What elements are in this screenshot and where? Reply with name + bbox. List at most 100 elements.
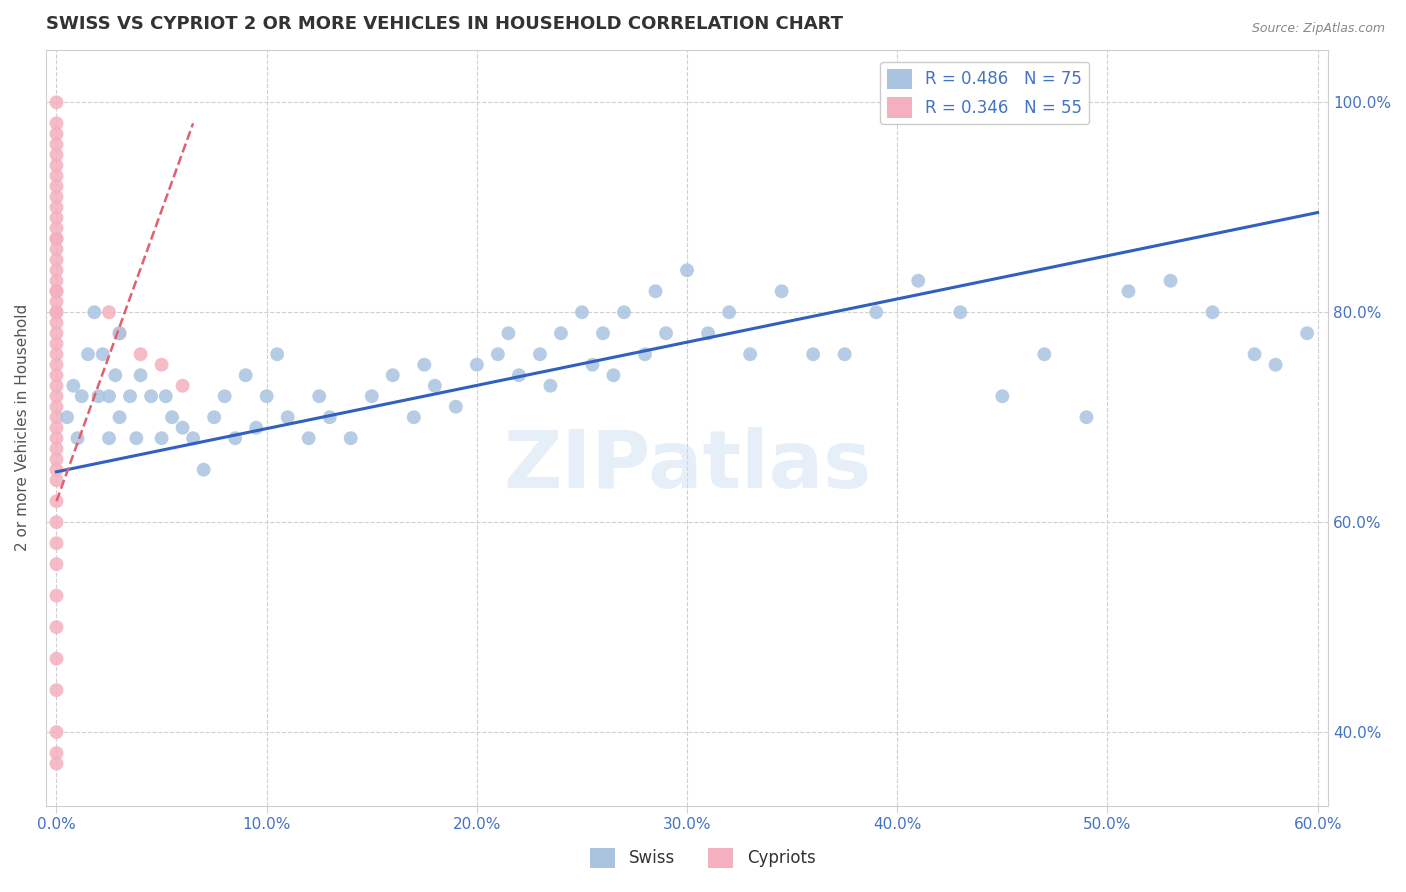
Point xyxy=(45,589,67,603)
Point xyxy=(498,326,520,341)
Legend: R = 0.486   N = 75, R = 0.346   N = 55: R = 0.486 N = 75, R = 0.346 N = 55 xyxy=(880,62,1090,124)
Point xyxy=(108,326,131,341)
Point xyxy=(907,274,929,288)
Point xyxy=(1118,285,1140,299)
Point xyxy=(66,431,89,445)
Point xyxy=(45,285,67,299)
Point xyxy=(172,378,194,392)
Point xyxy=(45,179,67,194)
Point xyxy=(644,285,666,299)
Point xyxy=(740,347,762,361)
Point xyxy=(235,368,257,383)
Text: Source: ZipAtlas.com: Source: ZipAtlas.com xyxy=(1251,22,1385,36)
Point xyxy=(45,148,67,162)
Point xyxy=(834,347,856,361)
Point xyxy=(581,358,603,372)
Point xyxy=(139,389,162,403)
Point xyxy=(202,410,225,425)
Point xyxy=(529,347,551,361)
Point xyxy=(45,452,67,467)
Point xyxy=(277,410,299,425)
Point xyxy=(1201,305,1223,319)
Point xyxy=(45,263,67,277)
Point xyxy=(45,305,67,319)
Point xyxy=(1033,347,1056,361)
Point xyxy=(45,127,67,141)
Point xyxy=(45,494,67,508)
Point xyxy=(45,358,67,372)
Point xyxy=(62,378,84,392)
Point xyxy=(592,326,614,341)
Point xyxy=(45,116,67,130)
Point xyxy=(266,347,288,361)
Point xyxy=(98,305,121,319)
Point xyxy=(45,252,67,267)
Point xyxy=(45,725,67,739)
Point xyxy=(108,326,131,341)
Point xyxy=(45,158,67,172)
Point xyxy=(1243,347,1265,361)
Point xyxy=(155,389,177,403)
Point xyxy=(45,431,67,445)
Point xyxy=(214,389,236,403)
Point xyxy=(104,368,127,383)
Point xyxy=(45,274,67,288)
Point xyxy=(1264,358,1286,372)
Point xyxy=(45,285,67,299)
Point xyxy=(801,347,824,361)
Point xyxy=(245,420,267,434)
Point xyxy=(676,263,699,277)
Point xyxy=(45,378,67,392)
Point xyxy=(45,400,67,414)
Point xyxy=(172,420,194,434)
Point xyxy=(360,389,382,403)
Point xyxy=(98,389,121,403)
Point xyxy=(949,305,972,319)
Point xyxy=(45,651,67,665)
Point xyxy=(423,378,446,392)
Point xyxy=(634,347,657,361)
Point xyxy=(45,746,67,760)
Point xyxy=(45,620,67,634)
Point xyxy=(45,211,67,225)
Point xyxy=(45,169,67,183)
Point xyxy=(655,326,678,341)
Point xyxy=(613,305,636,319)
Point xyxy=(45,389,67,403)
Point xyxy=(45,683,67,698)
Point xyxy=(129,347,152,361)
Point xyxy=(45,410,67,425)
Point xyxy=(298,431,321,445)
Point xyxy=(56,410,79,425)
Point xyxy=(45,420,67,434)
Point xyxy=(465,358,488,372)
Point xyxy=(125,431,148,445)
Point xyxy=(45,242,67,256)
Legend: Swiss, Cypriots: Swiss, Cypriots xyxy=(583,841,823,875)
Point xyxy=(550,326,572,341)
Point xyxy=(45,95,67,110)
Point xyxy=(45,294,67,309)
Point xyxy=(413,358,436,372)
Point xyxy=(256,389,278,403)
Point xyxy=(160,410,183,425)
Text: ZIPatlas: ZIPatlas xyxy=(503,426,872,505)
Point xyxy=(45,473,67,487)
Point xyxy=(602,368,624,383)
Point xyxy=(444,400,467,414)
Point xyxy=(571,305,593,319)
Point xyxy=(308,389,330,403)
Point xyxy=(87,389,110,403)
Point xyxy=(193,463,215,477)
Point xyxy=(697,326,720,341)
Point xyxy=(381,368,404,383)
Point xyxy=(224,431,246,445)
Point xyxy=(45,536,67,550)
Text: SWISS VS CYPRIOT 2 OR MORE VEHICLES IN HOUSEHOLD CORRELATION CHART: SWISS VS CYPRIOT 2 OR MORE VEHICLES IN H… xyxy=(46,15,844,33)
Point xyxy=(77,347,100,361)
Point xyxy=(150,358,173,372)
Point xyxy=(45,190,67,204)
Point xyxy=(129,368,152,383)
Point xyxy=(45,232,67,246)
Point xyxy=(45,137,67,152)
